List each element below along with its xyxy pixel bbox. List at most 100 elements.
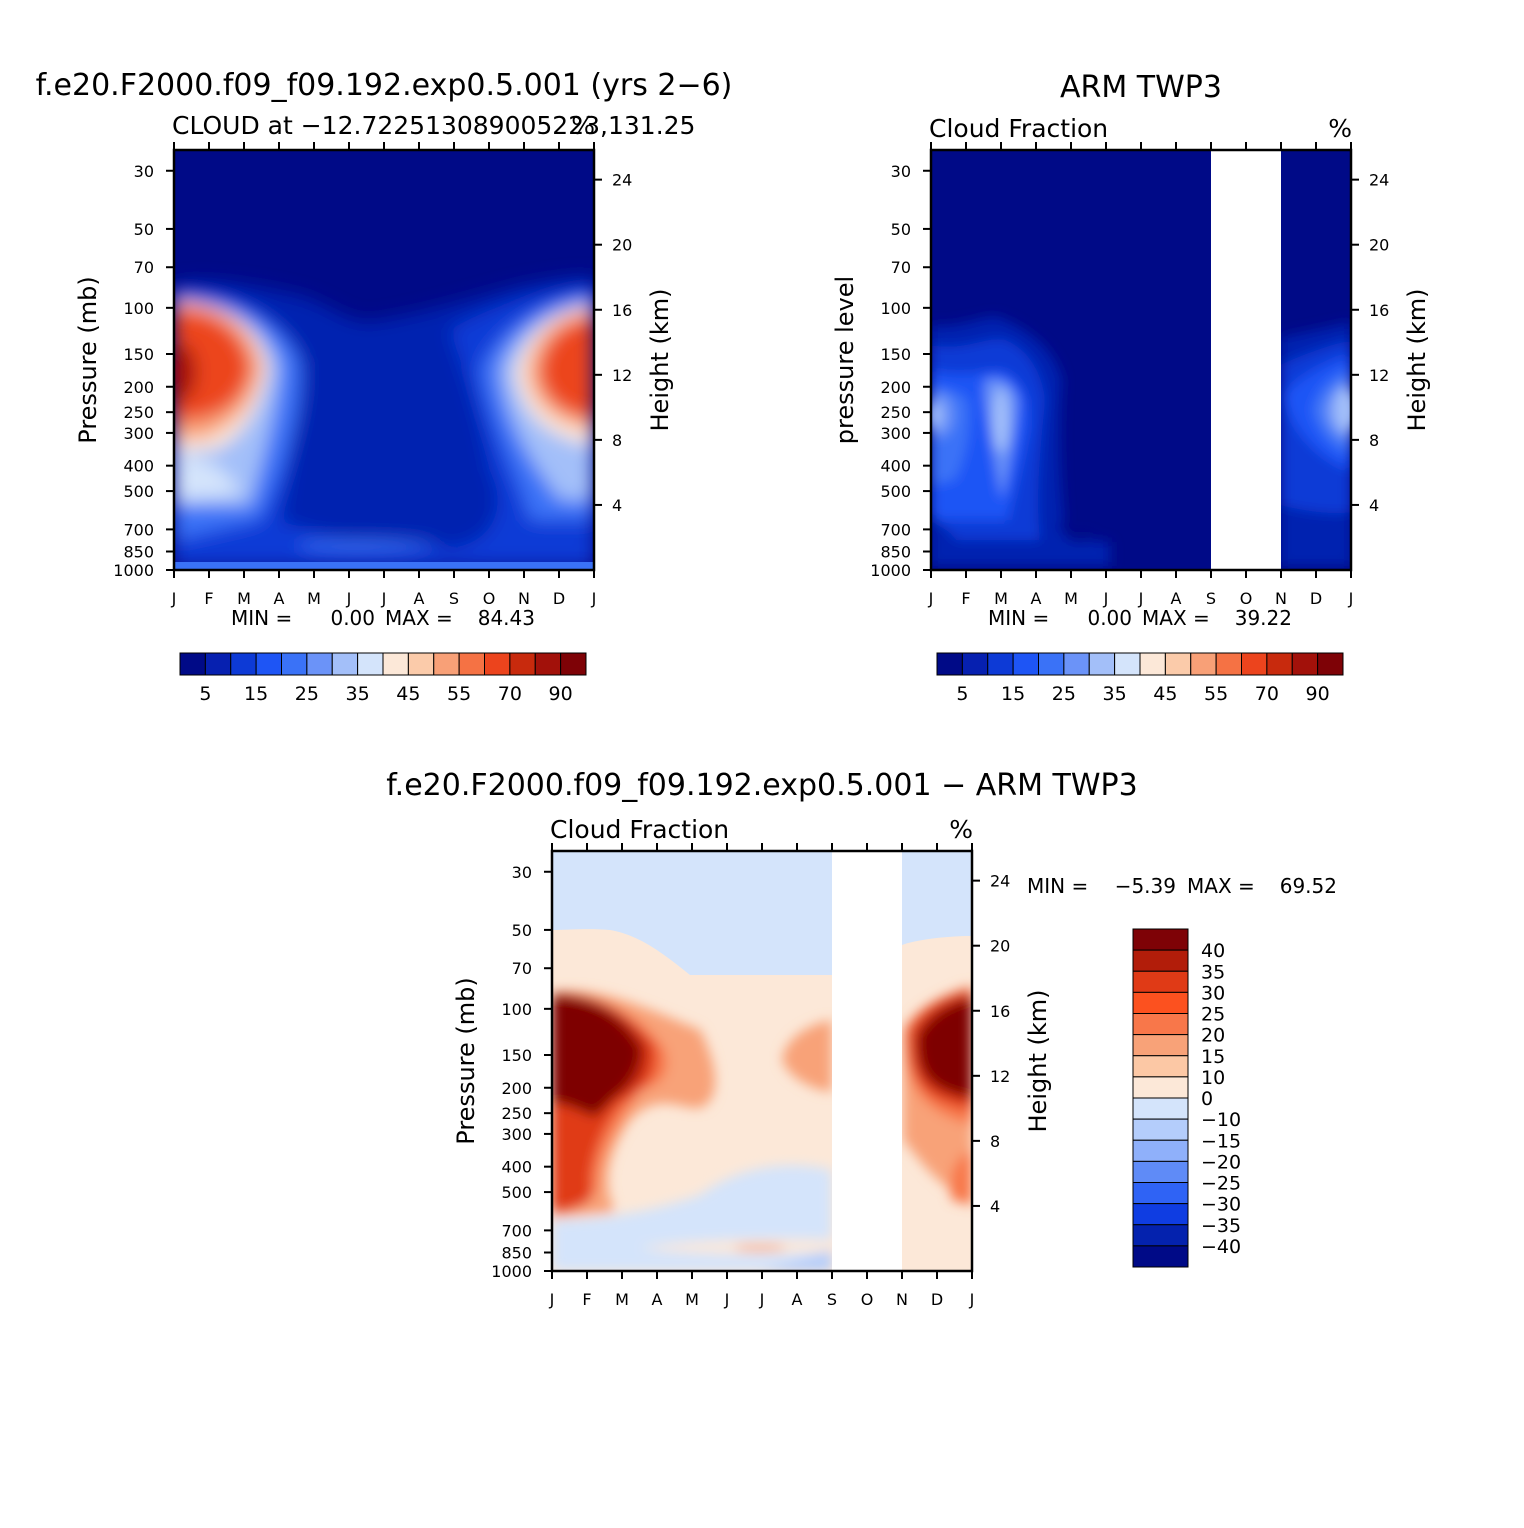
- y-tick-label: 300: [880, 424, 911, 443]
- colorbar-label: 15: [1201, 1046, 1225, 1068]
- panel-obs: ARM TWP3 Cloud Fraction %: [831, 70, 1431, 705]
- colorbar-swatch: [1317, 652, 1344, 676]
- max-value: 69.52: [1280, 874, 1337, 898]
- contour-band: [640, 1239, 832, 1254]
- colorbar-label: −35: [1201, 1215, 1241, 1237]
- colorbar: 5 15 25 35 45 55 70 90: [179, 652, 587, 705]
- panel-diff-field: [552, 851, 972, 1271]
- colorbar-label: 90: [549, 683, 573, 705]
- colorbar-label: −10: [1201, 1109, 1241, 1131]
- x-tick-label: J: [1138, 589, 1144, 608]
- colorbar-swatch: [230, 652, 257, 676]
- y-tick-label: 50: [891, 220, 911, 239]
- y-tick-label: 100: [880, 299, 911, 318]
- y-axis-label: Pressure (mb): [452, 977, 480, 1144]
- missing-data-gap: [1211, 150, 1281, 570]
- y-tick-label: 30: [512, 863, 532, 882]
- contour-band: [760, 1250, 832, 1271]
- y2-tick-label: 20: [990, 937, 1010, 956]
- x-tick-label: J: [969, 1290, 975, 1309]
- min-value: 0.00: [1087, 606, 1132, 630]
- colorbar-label: 15: [1001, 683, 1025, 705]
- colorbar-label: 55: [1204, 683, 1228, 705]
- colorbar-label: 45: [396, 683, 420, 705]
- colorbar-swatch: [331, 652, 359, 676]
- colorbar-swatch: [1164, 652, 1192, 676]
- colorbar-swatch: [1132, 949, 1189, 972]
- panel-obs-title: ARM TWP3: [1060, 70, 1222, 105]
- x-tick-label: J: [346, 589, 352, 608]
- colorbar-swatch: [204, 652, 232, 676]
- colorbar-swatch: [458, 652, 485, 676]
- min-value: −5.39: [1115, 874, 1176, 898]
- y2-tick-label: 8: [990, 1132, 1000, 1151]
- colorbar-label: 30: [1201, 982, 1225, 1004]
- y2-tick-label: 20: [1369, 236, 1389, 255]
- panel-diff-subtitle: Cloud Fraction: [550, 815, 729, 844]
- y-tick-label: 700: [123, 520, 154, 539]
- x-tick-label: N: [518, 589, 530, 608]
- colorbar-label: 35: [346, 683, 370, 705]
- missing-data-gap: [832, 851, 902, 1271]
- y2-axis-label: Height (km): [1024, 990, 1052, 1133]
- panel-diff-axes: J F M A M J J A S O N D J 30 50 70 100 150 200 250 300 400 50…: [452, 843, 1052, 1309]
- colorbar-swatch: [1132, 1076, 1189, 1099]
- x-tick-label: O: [483, 589, 496, 608]
- y-tick-label: 200: [123, 378, 154, 397]
- colorbar-label: −30: [1201, 1194, 1241, 1216]
- y-tick-label: 1000: [870, 561, 911, 580]
- y-tick-label: 400: [123, 457, 154, 476]
- y-tick-label: 700: [880, 520, 911, 539]
- contour-band: [734, 1245, 786, 1251]
- colorbar-label: 5: [956, 683, 968, 705]
- x-tick-label: A: [792, 1290, 803, 1309]
- colorbar-swatch: [484, 652, 511, 676]
- colorbar-swatch: [179, 652, 206, 676]
- colorbar-label: 15: [244, 683, 268, 705]
- colorbar-swatch: [1190, 652, 1217, 676]
- max-label: MAX =: [1187, 874, 1255, 898]
- y-tick-label: 700: [501, 1221, 532, 1240]
- y-tick-label: 70: [891, 258, 911, 277]
- colorbar-label: 5: [199, 683, 211, 705]
- contour-band: [552, 1130, 591, 1212]
- colorbar-swatch: [357, 652, 384, 676]
- contour-band: [174, 344, 196, 400]
- y2-axis-label: Height (km): [1403, 289, 1431, 432]
- x-tick-label: M: [307, 589, 321, 608]
- panel-model-units: %: [571, 111, 595, 140]
- panel-diff-units: %: [949, 815, 973, 844]
- y-tick-label: 250: [123, 403, 154, 422]
- min-max-readout: MIN = 0.00 MAX = 39.22: [988, 606, 1292, 630]
- colorbar-swatch: [1132, 1203, 1189, 1226]
- contour-band: [919, 1000, 972, 1097]
- y-tick-label: 1000: [113, 561, 154, 580]
- contour-band: [174, 455, 240, 500]
- y-tick-label: 250: [880, 403, 911, 422]
- panel-model-field: [174, 150, 594, 570]
- y-tick-label: 200: [880, 378, 911, 397]
- y2-tick-label: 4: [1369, 496, 1379, 515]
- y-tick-label: 50: [512, 921, 532, 940]
- colorbar-label: 70: [1255, 683, 1279, 705]
- min-label: MIN =: [1027, 874, 1088, 898]
- y-tick-label: 850: [501, 1243, 532, 1262]
- colorbar: 5 15 25 35 45 55 70 90: [936, 652, 1344, 705]
- colorbar-swatch: [936, 652, 963, 676]
- y-tick-label: 150: [123, 345, 154, 364]
- colorbar-swatch: [1132, 1055, 1189, 1078]
- colorbar-label: −15: [1201, 1130, 1241, 1152]
- y-tick-label: 70: [134, 258, 154, 277]
- colorbar-swatch: [1132, 928, 1189, 951]
- colorbar-swatch: [1291, 652, 1319, 676]
- contour-band: [950, 1150, 972, 1205]
- contour-band: [300, 541, 440, 551]
- panel-model-axes: J F M A M J J A S O N D J 30 50 70 100 150 200 250 300 400 50…: [74, 142, 674, 608]
- colorbar-swatch: [1063, 652, 1090, 676]
- x-tick-label: M: [1064, 589, 1078, 608]
- min-value: 0.00: [330, 606, 375, 630]
- colorbar-swatch: [1012, 652, 1039, 676]
- x-tick-label: J: [591, 589, 597, 608]
- colorbar-swatch: [1132, 1097, 1189, 1120]
- colorbar-label: 35: [1103, 683, 1127, 705]
